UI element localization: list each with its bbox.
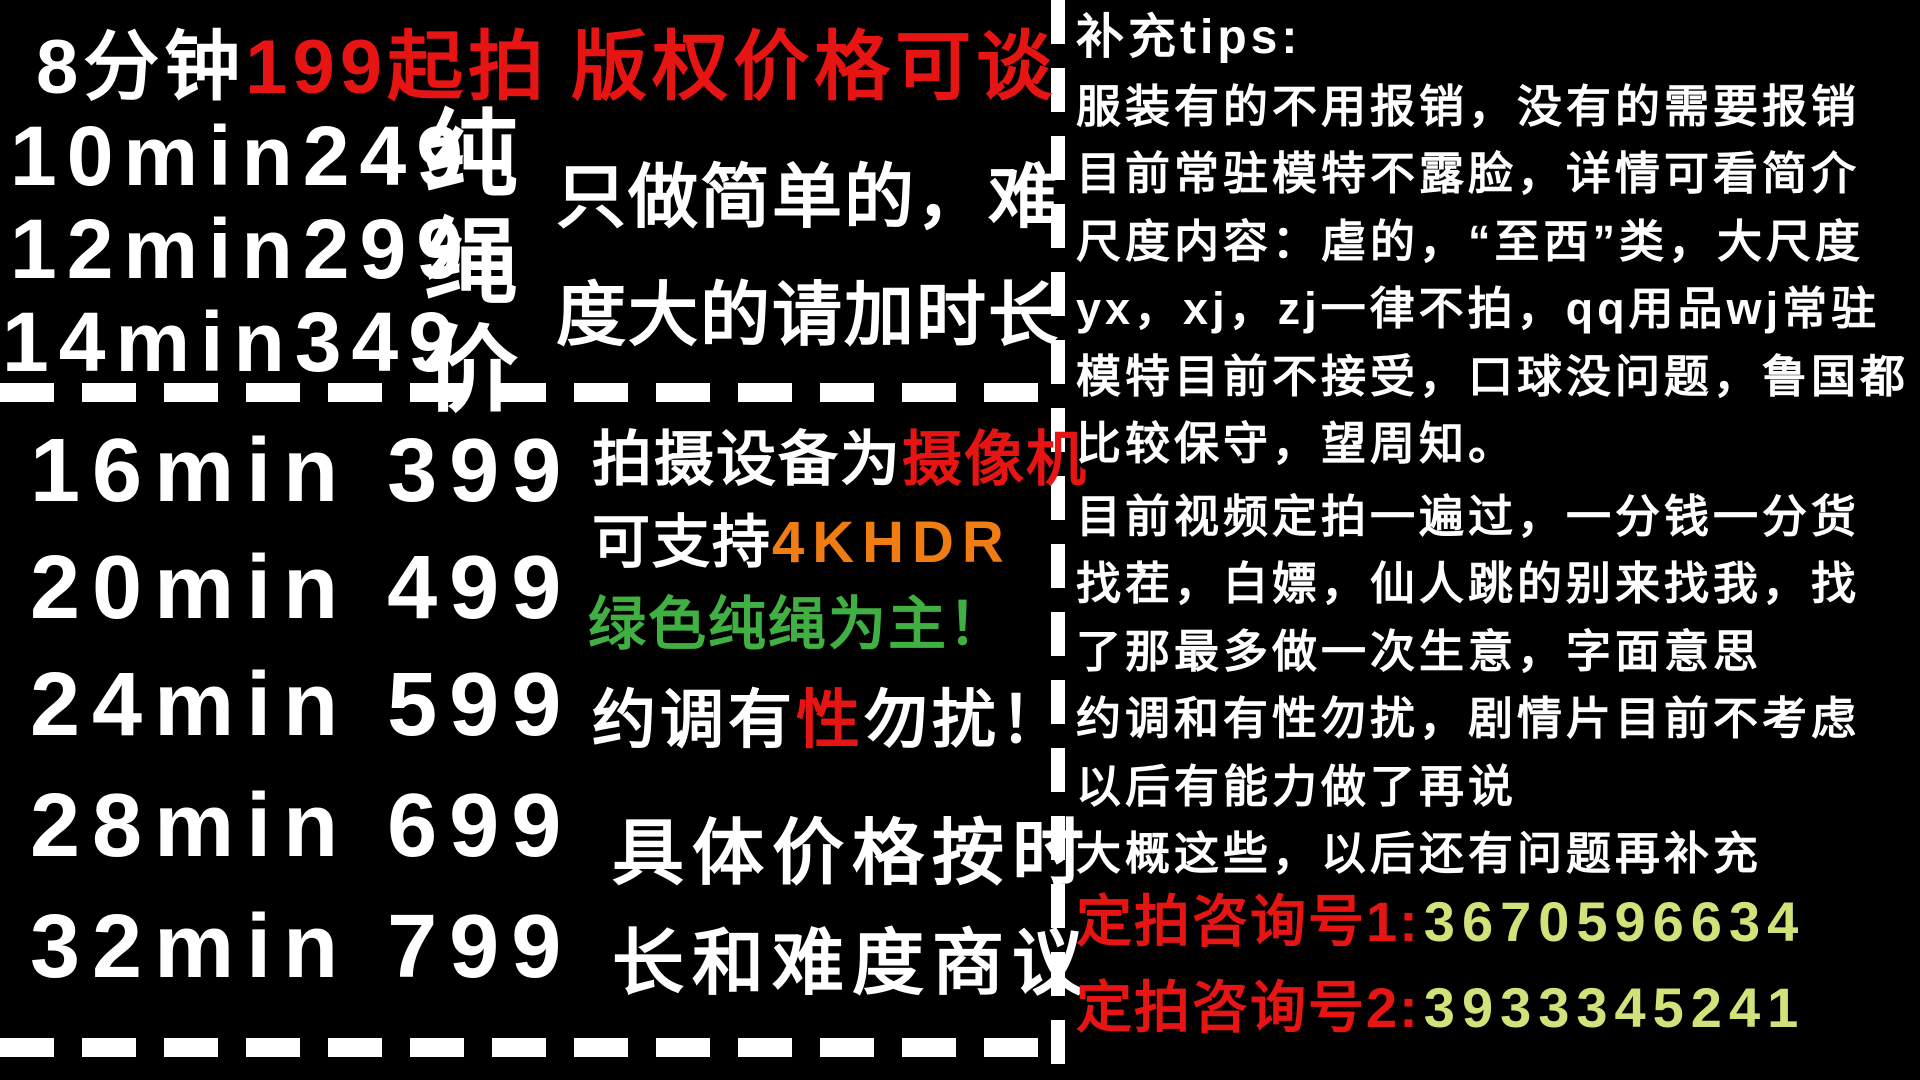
price-negotiation-line1: 具体价格按时 (612, 814, 1093, 894)
top-price-line: 8分钟199起拍 版权价格可谈 (36, 30, 1057, 106)
tips-line-6: 比较保守，望周知。 (1076, 418, 1518, 469)
equipment-prefix: 拍摄设备为 (592, 426, 902, 493)
tips-line-4: yx，xj，zj一律不拍，qq用品wj常驻 (1076, 283, 1881, 334)
tips-line-9: 了那最多做一次生意，字面意思 (1076, 626, 1763, 677)
tips-line-8: 找茬，白嫖，仙人跳的别来找我，找 (1076, 558, 1861, 609)
price-row-28min: 28min 699 (30, 776, 574, 876)
tips-line-5: 模特目前不接受，口球没问题，鲁国都 (1076, 351, 1910, 402)
consult-contact-1: 定拍咨询号1:3670596634 (1076, 894, 1805, 950)
tips-line-2: 目前常驻模特不露脸，详情可看简介 (1076, 148, 1861, 199)
consult-contact-2: 定拍咨询号2:3933345241 (1076, 980, 1805, 1036)
green-rope-note: 绿色纯绳为主！ (588, 592, 1009, 657)
warning-prefix: 约调有 (592, 684, 796, 756)
price-row-32min: 32min 799 (30, 897, 574, 997)
tips-line-11: 以后有能力做了再说 (1076, 761, 1518, 812)
price-row-16min: 16min 399 (30, 421, 574, 521)
difficulty-note-line2: 度大的请加时长 (556, 276, 1060, 354)
price-row-12min: 12min299 (10, 202, 473, 296)
price-row-24min: 24min 599 (30, 655, 574, 755)
copyright-note: 版权价格可谈 (571, 25, 1058, 110)
equipment-highlight: 摄像机 (902, 426, 1088, 493)
price-row-20min: 20min 499 (30, 538, 574, 638)
top-price-duration: 8分钟 (36, 25, 246, 110)
price-negotiation-line2: 长和难度商议 (612, 924, 1093, 1004)
bottom-dashed-divider (0, 1038, 1052, 1057)
tips-line-12: 大概这些，以后还有问题再补充 (1076, 828, 1763, 879)
pure-rope-price-vertical-label: 纯绳价 (411, 104, 516, 428)
warning-highlight: 性 (796, 684, 864, 756)
consult-contact-1-label: 定拍咨询号1: (1076, 890, 1420, 953)
middle-dashed-divider (0, 383, 1052, 402)
consult-contact-2-label: 定拍咨询号2: (1076, 976, 1420, 1039)
top-price-start: 199起拍 (245, 25, 550, 110)
support-highlight: 4KHDR (772, 510, 1012, 575)
consult-contact-1-number: 3670596634 (1423, 890, 1806, 953)
support-line: 可支持4KHDR (592, 514, 1012, 572)
tips-line-1: 服装有的不用报销，没有的需要报销 (1076, 81, 1861, 132)
warning-line: 约调有性勿扰！ (592, 688, 1068, 752)
tips-line-10: 约调和有性勿扰，剧情片目前不考虑 (1076, 693, 1861, 744)
warning-suffix: 勿扰！ (864, 684, 1068, 756)
difficulty-note-line1: 只做简单的，难 (556, 158, 1060, 236)
support-prefix: 可支持 (592, 510, 773, 575)
consult-contact-2-number: 3933345241 (1423, 976, 1806, 1039)
tips-title: 补充tips: (1076, 11, 1302, 64)
equipment-line: 拍摄设备为摄像机 (592, 430, 1088, 490)
price-row-14min: 14min349 (2, 295, 465, 389)
tips-line-7: 目前视频定拍一遍过，一分钱一分货 (1076, 491, 1861, 542)
price-row-10min: 10min249 (10, 109, 473, 203)
vertical-dashed-divider (1051, 0, 1065, 1080)
tips-line-3: 尺度内容：虐的，“至西”类，大尺度 (1076, 216, 1865, 267)
